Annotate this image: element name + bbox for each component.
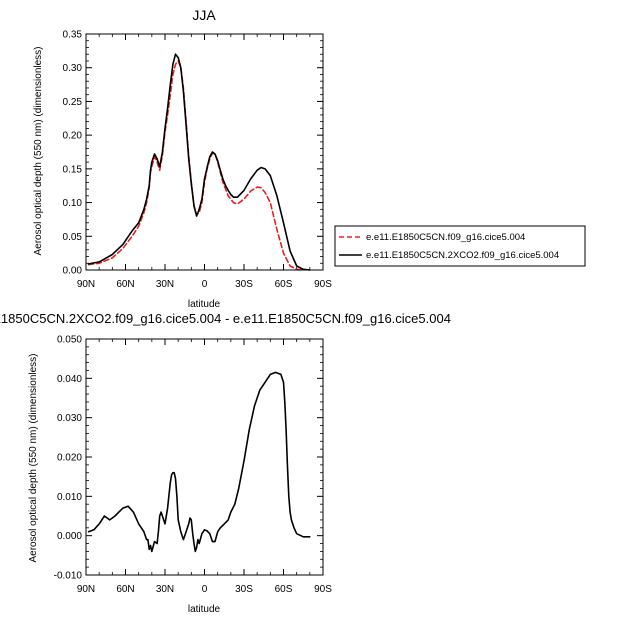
bottom-panel-xtick-label: 90S bbox=[314, 584, 332, 595]
bottom-panel-title: e.e11.E1850C5CN.2XCO2.f09_g16.cice5.004 … bbox=[0, 311, 451, 326]
top-panel-ylabel: Aerosol optical depth (550 nm) (dimensio… bbox=[33, 47, 44, 256]
top-panel-ytick-label: 0.15 bbox=[63, 164, 83, 175]
top-panel-xtick-label: 60S bbox=[275, 279, 293, 290]
bottom-panel-x-axis: 90N 60N 30N 0 30S 60S 90S bbox=[77, 339, 332, 595]
bottom-panel-xtick-label: 30N bbox=[156, 584, 174, 595]
bottom-panel-ytick-label: 0.050 bbox=[57, 335, 82, 346]
top-panel-ytick-label: 0.05 bbox=[63, 232, 83, 243]
bottom-panel-ytick-label: 0.010 bbox=[57, 492, 82, 503]
bottom-panel-xtick-label: 0 bbox=[202, 584, 208, 595]
legend-label-control: e.e11.E1850C5CN.f09_g16.cice5.004 bbox=[366, 232, 525, 243]
top-panel-series-line-0 bbox=[87, 60, 305, 271]
top-panel-xtick-label: 30S bbox=[235, 279, 253, 290]
bottom-panel-y-axis: -0.010 0.000 0.010 0.020 0.030 0.040 0.050 bbox=[54, 335, 323, 582]
top-panel-series bbox=[87, 53, 311, 271]
top-panel-series-line-1 bbox=[87, 53, 311, 271]
top-panel-xtick-label: 0 bbox=[202, 279, 208, 290]
bottom-panel-xlabel: latitude bbox=[188, 604, 221, 615]
bottom-panel-xtick-label: 30S bbox=[235, 584, 253, 595]
top-panel-xtick-label: 60N bbox=[116, 279, 134, 290]
bottom-panel-ytick-label: 0.020 bbox=[57, 453, 82, 464]
bottom-panel: e.e11.E1850C5CN.2XCO2.f09_g16.cice5.004 … bbox=[0, 311, 451, 615]
bottom-panel-frame bbox=[85, 338, 324, 576]
top-panel-ytick-label: 0.35 bbox=[63, 30, 83, 41]
legend-box bbox=[334, 225, 586, 267]
bottom-panel-ytick-label: 0.000 bbox=[57, 531, 82, 542]
top-panel-ytick-label: 0.10 bbox=[63, 198, 83, 209]
bottom-panel-ytick-label: 0.030 bbox=[57, 413, 82, 424]
bottom-panel-ytick-label: 0.040 bbox=[57, 374, 82, 385]
top-panel: JJA Aerosol optical depth (550 nm) (dime… bbox=[33, 7, 332, 310]
top-panel-ytick-label: 0.30 bbox=[63, 63, 83, 74]
bottom-panel-ylabel: Aerosol optical depth (550 nm) (dimensio… bbox=[28, 354, 39, 563]
top-panel-ytick-label: 0.20 bbox=[63, 131, 83, 142]
bottom-panel-xtick-label: 60S bbox=[275, 584, 293, 595]
top-panel-xtick-label: 30N bbox=[156, 279, 174, 290]
bottom-panel-series-line-0 bbox=[87, 371, 311, 553]
top-panel-title: JJA bbox=[192, 7, 216, 23]
top-panel-frame bbox=[85, 33, 324, 271]
bottom-panel-series bbox=[87, 371, 311, 553]
bottom-panel-xtick-label: 60N bbox=[116, 584, 134, 595]
top-panel-ytick-label: 0.25 bbox=[63, 97, 83, 108]
top-panel-ytick-label: 0.00 bbox=[63, 266, 83, 277]
top-panel-xtick-label: 90N bbox=[77, 279, 95, 290]
bottom-panel-xtick-label: 90N bbox=[77, 584, 95, 595]
bottom-panel-ytick-label: -0.010 bbox=[54, 571, 83, 582]
top-panel-y-axis: 0.00 0.05 0.10 0.15 0.20 0.25 0.30 0.35 bbox=[63, 30, 323, 277]
legend: e.e11.E1850C5CN.f09_g16.cice5.004 e.e11.… bbox=[334, 225, 586, 267]
top-panel-xtick-label: 90S bbox=[314, 279, 332, 290]
legend-label-2xco2: e.e11.E1850C5CN.2XCO2.f09_g16.cice5.004 bbox=[366, 250, 559, 261]
top-panel-xlabel: latitude bbox=[188, 299, 221, 310]
